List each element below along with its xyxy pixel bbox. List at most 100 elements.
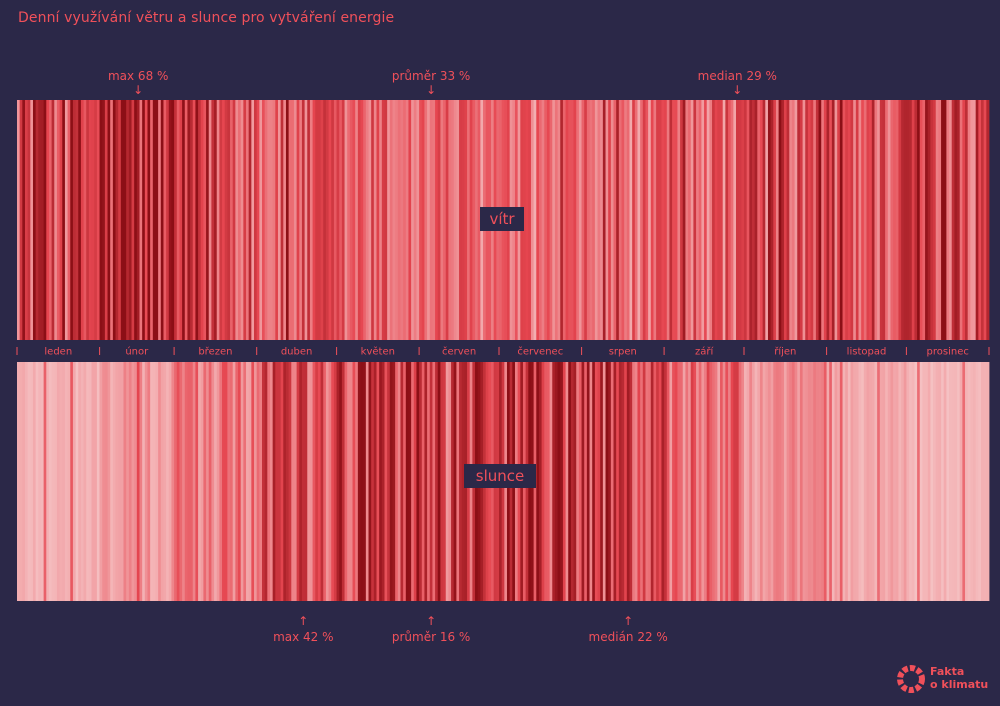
day-bar <box>387 100 391 340</box>
day-bar <box>192 362 196 601</box>
day-bar <box>222 362 226 601</box>
day-bar <box>645 362 649 601</box>
day-bar <box>355 362 359 601</box>
day-bar <box>600 100 604 340</box>
day-bar <box>618 362 622 601</box>
day-bar <box>794 100 798 340</box>
arrow-up-icon: ↑ <box>426 614 436 628</box>
day-bar <box>762 100 766 340</box>
day-bar <box>251 362 255 601</box>
day-bar <box>773 362 777 601</box>
day-bar <box>946 100 950 340</box>
day-bar <box>387 362 391 601</box>
day-bar <box>86 362 90 601</box>
day-bar <box>432 100 436 340</box>
day-bar <box>922 362 926 601</box>
day-bar <box>690 362 694 601</box>
day-bar <box>174 362 178 601</box>
day-bar <box>677 100 681 340</box>
day-bar <box>725 362 729 601</box>
day-bar <box>416 100 420 340</box>
day-bar <box>730 100 734 340</box>
day-bar <box>400 100 404 340</box>
day-bar <box>770 100 774 340</box>
day-bar <box>618 100 622 340</box>
day-bar <box>839 362 843 601</box>
day-bar <box>943 100 947 340</box>
day-bar <box>525 100 529 340</box>
day-bar <box>360 362 364 601</box>
day-bar <box>762 362 766 601</box>
day-bar <box>357 362 361 601</box>
day-bar <box>738 100 742 340</box>
day-bar <box>802 100 806 340</box>
day-bar <box>254 100 258 340</box>
day-bar <box>411 362 415 601</box>
day-bar <box>333 100 337 340</box>
day-bar <box>339 362 343 601</box>
day-bar <box>637 100 641 340</box>
day-bar <box>19 100 23 340</box>
day-bar <box>664 100 668 340</box>
day-bar <box>72 100 76 340</box>
annotations: max 68 %↓průměr 33 %↓median 29 %↓↑max 42… <box>108 69 777 644</box>
day-bar <box>578 100 582 340</box>
day-bar <box>54 362 58 601</box>
day-bar <box>730 362 734 601</box>
day-bar <box>48 362 53 601</box>
day-bar <box>232 362 236 601</box>
day-bar <box>874 100 878 340</box>
day-bar <box>219 362 223 601</box>
day-bar <box>328 100 332 340</box>
day-bar <box>336 100 340 340</box>
day-bar <box>403 362 407 601</box>
arrow-up-icon: ↑ <box>298 614 308 628</box>
day-bar <box>901 100 905 340</box>
day-bar <box>549 362 553 601</box>
day-bar <box>938 100 942 340</box>
day-bar <box>728 362 732 601</box>
day-bar <box>395 100 399 340</box>
day-bar <box>443 100 447 340</box>
day-bar <box>613 100 617 340</box>
day-bar <box>269 362 274 601</box>
day-bar <box>815 100 819 340</box>
day-bar <box>861 100 865 340</box>
day-bar <box>810 362 814 601</box>
day-bar <box>120 362 124 601</box>
day-bar <box>775 362 780 601</box>
day-bar <box>781 100 785 340</box>
day-bar <box>17 100 21 340</box>
annotation-label: max 42 % <box>273 630 333 644</box>
day-bar <box>323 362 327 601</box>
day-bar <box>309 100 313 340</box>
day-bar <box>688 362 692 601</box>
day-bar <box>152 100 156 340</box>
day-bar <box>216 362 220 601</box>
day-bar <box>983 362 987 601</box>
day-bar <box>179 100 183 340</box>
day-bar <box>522 100 527 340</box>
day-bar <box>895 362 899 601</box>
day-bar <box>680 100 684 340</box>
day-bar <box>333 362 337 601</box>
day-bar <box>118 100 122 340</box>
day-bar <box>272 100 276 340</box>
day-bar <box>813 362 817 601</box>
day-bar <box>690 100 694 340</box>
day-bar <box>381 100 385 340</box>
day-bar <box>962 100 966 340</box>
day-bar <box>131 362 135 601</box>
day-bar <box>871 100 875 340</box>
day-bar <box>240 362 244 601</box>
day-bar <box>823 100 827 340</box>
day-bar <box>704 362 708 601</box>
day-bar <box>866 100 870 340</box>
day-bar <box>408 100 412 340</box>
month-label: duben <box>281 347 313 358</box>
day-bar <box>725 100 729 340</box>
day-bar <box>435 100 439 340</box>
fakta-o-klimatu-ring-icon <box>897 665 925 693</box>
day-bar <box>222 100 226 340</box>
day-bar <box>589 362 593 601</box>
